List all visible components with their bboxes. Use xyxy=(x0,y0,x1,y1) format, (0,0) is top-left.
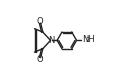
Text: NH: NH xyxy=(81,35,94,44)
Text: 2: 2 xyxy=(85,37,89,43)
Text: O: O xyxy=(36,17,43,26)
Text: N: N xyxy=(47,36,54,45)
Text: O: O xyxy=(36,55,43,64)
